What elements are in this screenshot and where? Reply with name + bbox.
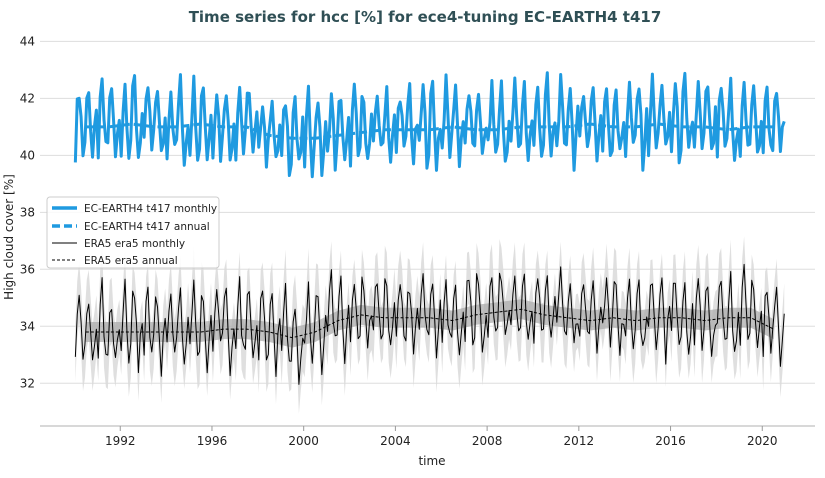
y-tick-label: 36 <box>20 262 35 276</box>
legend-label: EC-EARTH4 t417 annual <box>84 221 210 233</box>
y-axis-label: High cloud cover [%] <box>2 174 16 300</box>
x-tick-label: 2016 <box>655 434 686 448</box>
series-line-era5-era5-monthly <box>74 263 785 385</box>
y-tick-label: 32 <box>20 376 35 390</box>
y-tick-label: 44 <box>20 34 35 48</box>
series-line-ec-earth4-t417-annual <box>85 122 774 140</box>
legend: EC-EARTH4 t417 monthly EC-EARTH4 t417 an… <box>46 196 220 269</box>
y-tick-label: 40 <box>20 148 35 162</box>
x-tick-label: 2000 <box>288 434 319 448</box>
x-tick-label: 2004 <box>380 434 411 448</box>
legend-label: ERA5 era5 monthly <box>84 238 185 250</box>
x-tick-label: 1992 <box>105 434 136 448</box>
x-tick-label: 2012 <box>564 434 595 448</box>
chart-title: Time series for hcc [%] for ece4-tuning … <box>189 8 662 26</box>
series-line-era5-era5-annual <box>85 308 774 339</box>
series-line-ec-earth4-t417-monthly <box>73 71 786 179</box>
y-tick-label: 34 <box>20 319 35 333</box>
y-tick-label: 38 <box>20 205 35 219</box>
x-tick-label: 2020 <box>747 434 778 448</box>
legend-label: ERA5 era5 annual <box>84 255 178 267</box>
x-axis-label: time <box>418 454 445 468</box>
y-tick-label: 42 <box>20 91 35 105</box>
x-tick-label: 1996 <box>197 434 228 448</box>
x-tick-label: 2008 <box>472 434 503 448</box>
legend-label: EC-EARTH4 t417 monthly <box>84 203 217 215</box>
